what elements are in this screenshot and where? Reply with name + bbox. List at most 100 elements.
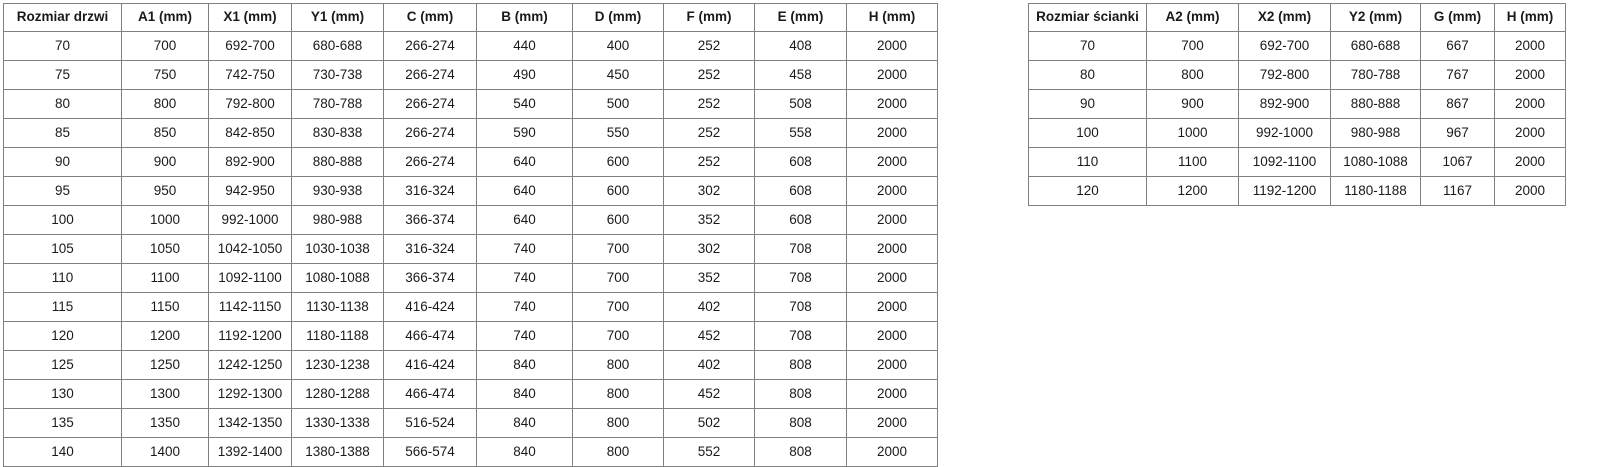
table-cell: 110 xyxy=(1028,147,1147,177)
table-cell: 252 xyxy=(663,31,755,61)
table-row: 70 700 692-700 680-688 667 2000 xyxy=(1028,31,1566,61)
column-header-a1: A1 (mm) xyxy=(121,3,209,32)
table-row: 135 1350 1342-1350 1330-1338 516-524 840 800 50… xyxy=(3,408,938,438)
table-row: 90 900 892-900 880-888 266-274 640 600 252 608 20… xyxy=(3,147,938,177)
table-cell: 366-374 xyxy=(383,263,477,293)
table-row: 100 1000 992-1000 980-988 967 2000 xyxy=(1028,118,1566,148)
table-cell: 740 xyxy=(476,292,573,322)
table-cell: 1350 xyxy=(121,408,209,438)
table-cell: 808 xyxy=(754,350,847,380)
table-cell: 252 xyxy=(663,89,755,119)
table-cell: 1180-1188 xyxy=(291,321,384,351)
column-header-e: E (mm) xyxy=(754,3,847,32)
table-cell: 80 xyxy=(1028,60,1147,90)
table-row: 115 1150 1142-1150 1130-1138 416-424 740 700 40… xyxy=(3,292,938,322)
table-cell: 692-700 xyxy=(1238,31,1331,61)
table-cell: 316-324 xyxy=(383,176,477,206)
table-cell: 1300 xyxy=(121,379,209,409)
table-cell: 1230-1238 xyxy=(291,350,384,380)
table-row: 140 1400 1392-1400 1380-1388 566-574 840 800 55… xyxy=(3,437,938,467)
table-cell: 1030-1038 xyxy=(291,234,384,264)
table-cell: 2000 xyxy=(1494,176,1566,206)
table-cell: 266-274 xyxy=(383,147,477,177)
table-cell: 552 xyxy=(663,437,755,467)
table-cell: 2000 xyxy=(846,437,938,467)
table-row: 125 1250 1242-1250 1230-1238 416-424 840 800 40… xyxy=(3,350,938,380)
table-cell: 1167 xyxy=(1420,176,1495,206)
column-header-h: H (mm) xyxy=(846,3,938,32)
table-row: 105 1050 1042-1050 1030-1038 316-324 740 700 30… xyxy=(3,234,938,264)
table-cell: 1192-1200 xyxy=(1238,176,1331,206)
table-cell: 90 xyxy=(1028,89,1147,119)
table-cell: 700 xyxy=(572,321,664,351)
table-cell: 808 xyxy=(754,408,847,438)
table-cell: 1342-1350 xyxy=(208,408,292,438)
table-cell: 558 xyxy=(754,118,847,148)
table-cell: 125 xyxy=(3,350,122,380)
table-cell: 840 xyxy=(476,350,573,380)
table-cell: 708 xyxy=(754,234,847,264)
column-header-c: C (mm) xyxy=(383,3,477,32)
column-header-d: D (mm) xyxy=(572,3,664,32)
table-cell: 950 xyxy=(121,176,209,206)
table-cell: 900 xyxy=(121,147,209,177)
table-cell: 1200 xyxy=(1146,176,1239,206)
table-cell: 800 xyxy=(572,379,664,409)
table-cell: 466-474 xyxy=(383,379,477,409)
column-header-rozmiar-drzwi: Rozmiar drzwi xyxy=(3,3,122,32)
table-cell: 100 xyxy=(1028,118,1147,148)
table-cell: 800 xyxy=(572,408,664,438)
table-cell: 767 xyxy=(1420,60,1495,90)
table-cell: 450 xyxy=(572,60,664,90)
table-cell: 608 xyxy=(754,205,847,235)
table-row: 130 1300 1292-1300 1280-1288 466-474 840 800 45… xyxy=(3,379,938,409)
table-cell: 366-374 xyxy=(383,205,477,235)
table-cell: 2000 xyxy=(846,176,938,206)
table-cell: 740 xyxy=(476,263,573,293)
header-row: Rozmiar drzwi A1 (mm) X1 (mm) Y1 (mm) C … xyxy=(3,3,938,32)
table-cell: 440 xyxy=(476,31,573,61)
table-cell: 316-324 xyxy=(383,234,477,264)
table-cell: 80 xyxy=(3,89,122,119)
table-cell: 1280-1288 xyxy=(291,379,384,409)
table-body-doors: 70 700 692-700 680-688 266-274 440 400 252 408 20… xyxy=(3,31,938,467)
table-cell: 840 xyxy=(476,408,573,438)
table-cell: 2000 xyxy=(1494,60,1566,90)
table-cell: 2000 xyxy=(846,292,938,322)
table-cell: 2000 xyxy=(846,118,938,148)
table-cell: 105 xyxy=(3,234,122,264)
table-row: 120 1200 1192-1200 1180-1188 1167 2000 xyxy=(1028,176,1566,206)
table-cell: 800 xyxy=(572,350,664,380)
table-header-doors: Rozmiar drzwi A1 (mm) X1 (mm) Y1 (mm) C … xyxy=(3,3,938,32)
table-cell: 892-900 xyxy=(208,147,292,177)
table-cell: 608 xyxy=(754,147,847,177)
table-cell: 692-700 xyxy=(208,31,292,61)
table-cell: 1392-1400 xyxy=(208,437,292,467)
table-cell: 600 xyxy=(572,205,664,235)
table-cell: 1100 xyxy=(121,263,209,293)
table-cell: 780-788 xyxy=(291,89,384,119)
table-body-walls: 70 700 692-700 680-688 667 2000 80 800 792-800 78… xyxy=(1028,31,1566,206)
table-cell: 2000 xyxy=(846,205,938,235)
table-cell: 780-788 xyxy=(1330,60,1421,90)
table-cell: 740 xyxy=(476,321,573,351)
table-cell: 95 xyxy=(3,176,122,206)
table-cell: 992-1000 xyxy=(1238,118,1331,148)
table-cell: 1180-1188 xyxy=(1330,176,1421,206)
table-cell: 708 xyxy=(754,321,847,351)
table-cell: 740 xyxy=(476,234,573,264)
table-cell: 1100 xyxy=(1146,147,1239,177)
table-cell: 640 xyxy=(476,205,573,235)
table-cell: 2000 xyxy=(846,31,938,61)
table-cell: 85 xyxy=(3,118,122,148)
table-cell: 842-850 xyxy=(208,118,292,148)
table-cell: 452 xyxy=(663,321,755,351)
table-cell: 667 xyxy=(1420,31,1495,61)
column-header-y1: Y1 (mm) xyxy=(291,3,384,32)
table-cell: 70 xyxy=(1028,31,1147,61)
table-cell: 840 xyxy=(476,379,573,409)
table-cell: 566-574 xyxy=(383,437,477,467)
table-cell: 1250 xyxy=(121,350,209,380)
table-cell: 120 xyxy=(3,321,122,351)
